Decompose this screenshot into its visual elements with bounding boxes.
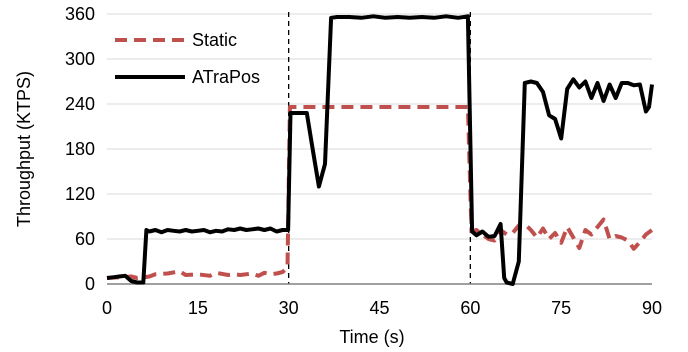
x-tick-label: 75 bbox=[551, 298, 571, 318]
series-line-static bbox=[106, 105, 654, 280]
y-tick-label: 240 bbox=[65, 94, 95, 114]
x-axis-title: Time (s) bbox=[339, 327, 404, 347]
y-axis-title: Throughput (KTPS) bbox=[14, 71, 34, 227]
y-tick-labels: 0 60 120 180 240 300 360 bbox=[65, 4, 95, 294]
y-tick-label: 180 bbox=[65, 139, 95, 159]
legend-label-atrapos: ATraPos bbox=[192, 67, 260, 87]
y-gridlines bbox=[107, 13, 652, 240]
series-line-atrapos bbox=[106, 14, 654, 286]
x-tick-labels: 0 15 30 45 60 75 90 bbox=[102, 298, 662, 318]
x-tick-label: 45 bbox=[369, 298, 389, 318]
x-tick-label: 0 bbox=[102, 298, 112, 318]
y-tick-label: 360 bbox=[65, 4, 95, 24]
x-tick-label: 30 bbox=[279, 298, 299, 318]
x-tick-label: 15 bbox=[188, 298, 208, 318]
x-tick-label: 60 bbox=[460, 298, 480, 318]
y-tick-label: 60 bbox=[75, 229, 95, 249]
legend: Static ATraPos bbox=[115, 30, 260, 87]
legend-label-static: Static bbox=[192, 30, 237, 50]
series-lines bbox=[106, 14, 654, 286]
y-tick-label: 300 bbox=[65, 49, 95, 69]
x-tick-label: 90 bbox=[642, 298, 662, 318]
phase-markers bbox=[288, 12, 471, 284]
y-tick-label: 0 bbox=[85, 274, 95, 294]
y-tick-label: 120 bbox=[65, 184, 95, 204]
